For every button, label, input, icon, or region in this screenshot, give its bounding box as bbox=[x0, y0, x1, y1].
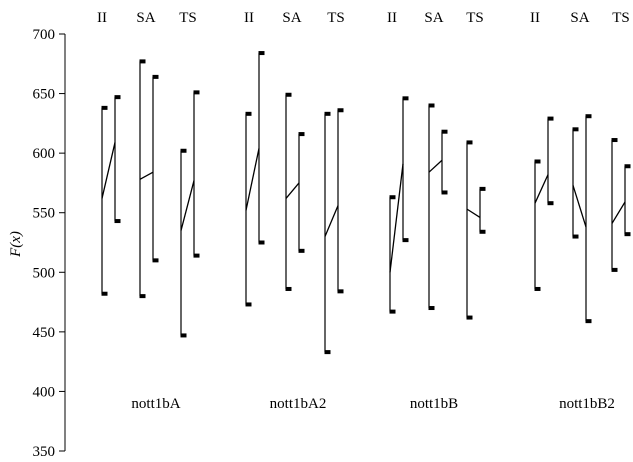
range-max-marker bbox=[624, 164, 631, 169]
mean-connector bbox=[101, 142, 116, 199]
mean-connector bbox=[285, 182, 300, 199]
range-max-marker bbox=[285, 92, 292, 97]
y-tick-label: 400 bbox=[33, 384, 56, 400]
method-label: TS bbox=[466, 10, 484, 26]
range-min-marker bbox=[324, 350, 331, 355]
range-max-marker bbox=[611, 138, 618, 143]
method-label: SA bbox=[570, 10, 589, 26]
range-max-marker bbox=[441, 129, 448, 134]
range-min-marker bbox=[479, 229, 486, 234]
method-label: SA bbox=[424, 10, 443, 26]
method-label: TS bbox=[327, 10, 345, 26]
range-min-marker bbox=[428, 306, 435, 311]
mean-connector bbox=[245, 148, 260, 211]
range-min-marker bbox=[298, 248, 305, 253]
mean-connector bbox=[180, 180, 195, 231]
method-label: SA bbox=[136, 10, 155, 26]
range-min-marker bbox=[624, 232, 631, 237]
group-label: nott1bB bbox=[410, 396, 458, 412]
group-label: nott1bA2 bbox=[270, 396, 327, 412]
range-min-marker bbox=[585, 319, 592, 324]
y-tick-label: 650 bbox=[33, 87, 56, 103]
y-tick-label: 500 bbox=[33, 265, 56, 281]
range-min-marker bbox=[534, 286, 541, 291]
mean-connector bbox=[534, 174, 549, 204]
range-max-marker bbox=[245, 111, 252, 116]
range-min-marker bbox=[285, 286, 292, 291]
y-ticks: 350 400 450 500 550 600 650 700 bbox=[33, 27, 65, 460]
range-min-marker bbox=[611, 267, 618, 272]
range-max-marker bbox=[534, 159, 541, 164]
range-min-marker bbox=[101, 291, 108, 296]
y-tick-label: 600 bbox=[33, 146, 56, 162]
method-label: II bbox=[530, 10, 540, 26]
range-max-marker bbox=[428, 103, 435, 108]
range-max-marker bbox=[101, 105, 108, 110]
range-max-marker bbox=[547, 116, 554, 121]
range-min-marker bbox=[337, 289, 344, 294]
mean-connector bbox=[466, 208, 481, 219]
range-min-marker bbox=[441, 190, 448, 195]
method-label: TS bbox=[612, 10, 630, 26]
range-min-marker bbox=[152, 258, 159, 263]
mean-connector bbox=[572, 185, 587, 228]
y-tick-label: 550 bbox=[33, 206, 56, 222]
range-marks bbox=[101, 51, 631, 355]
method-label: II bbox=[244, 10, 254, 26]
method-labels: II SA TS II SA TS II SA TS II SA TS bbox=[97, 10, 630, 26]
range-max-marker bbox=[114, 95, 121, 100]
range-max-marker bbox=[572, 127, 579, 132]
range-max-marker bbox=[324, 111, 331, 116]
range-max-marker bbox=[180, 148, 187, 153]
range-min-marker bbox=[547, 201, 554, 206]
range-max-marker bbox=[402, 96, 409, 101]
mean-connector bbox=[428, 159, 443, 173]
range-min-marker bbox=[466, 315, 473, 320]
range-min-marker bbox=[245, 302, 252, 307]
range-max-marker bbox=[152, 74, 159, 79]
y-tick-label: 350 bbox=[33, 444, 56, 460]
range-max-marker bbox=[479, 186, 486, 191]
mean-connector bbox=[324, 205, 339, 237]
method-label: II bbox=[97, 10, 107, 26]
range-max-marker bbox=[389, 195, 396, 200]
range-min-marker bbox=[402, 238, 409, 243]
mean-connector bbox=[139, 171, 154, 180]
range-max-marker bbox=[585, 114, 592, 119]
range-max-marker bbox=[337, 108, 344, 113]
range-min-marker bbox=[193, 253, 200, 258]
range-max-marker bbox=[139, 59, 146, 64]
group-label: nott1bA bbox=[131, 396, 180, 412]
range-min-marker bbox=[258, 240, 265, 245]
range-max-marker bbox=[193, 90, 200, 95]
group-label: nott1bB2 bbox=[559, 396, 615, 412]
mean-connector bbox=[611, 201, 626, 224]
y-axis-label: F(x) bbox=[8, 231, 24, 258]
range-max-marker bbox=[298, 132, 305, 137]
range-min-marker bbox=[114, 219, 121, 224]
range-min-marker bbox=[389, 309, 396, 314]
mean-connector bbox=[389, 163, 404, 273]
method-label: SA bbox=[282, 10, 301, 26]
range-min-marker bbox=[572, 234, 579, 239]
range-max-marker bbox=[466, 140, 473, 145]
group-labels: nott1bA nott1bA2 nott1bB nott1bB2 bbox=[131, 396, 615, 412]
range-max-marker bbox=[258, 51, 265, 56]
range-min-marker bbox=[139, 294, 146, 299]
y-tick-label: 450 bbox=[33, 325, 56, 341]
method-label: TS bbox=[179, 10, 197, 26]
method-label: II bbox=[387, 10, 397, 26]
range-min-marker bbox=[180, 333, 187, 338]
y-tick-label: 700 bbox=[33, 27, 56, 43]
